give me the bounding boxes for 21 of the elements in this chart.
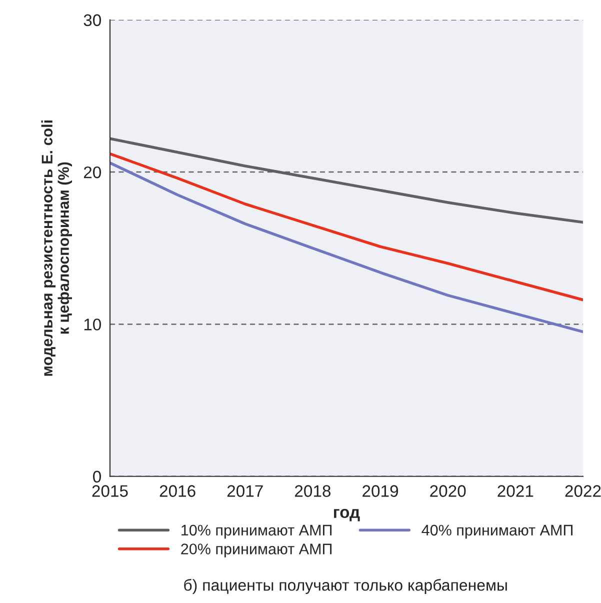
y-tick-label: 20: [84, 166, 101, 178]
line-series: [110, 162, 583, 334]
legend-label: 20% принимают АМП: [181, 544, 332, 558]
y-tick-label: 30: [84, 14, 101, 26]
x-axis-title: год: [334, 508, 360, 522]
text: б) пациенты получают только карбапенемы: [184, 578, 507, 594]
x-tick-label: 2022: [565, 485, 601, 497]
line-series: [110, 137, 583, 224]
legend-label: 10% принимают АМП: [182, 524, 332, 539]
y-tick-label: 10: [84, 318, 101, 330]
x-tick-label: 2017: [227, 485, 263, 497]
x-tick-label: 2021: [498, 485, 534, 497]
x-tick-label: 2015: [92, 485, 128, 497]
line-series: [110, 152, 583, 302]
x-tick-label: 2018: [294, 485, 331, 497]
x-tick-label: 2019: [362, 485, 398, 497]
legend-label: 40% принимают АМП: [422, 524, 572, 539]
x-tick-label: 2020: [430, 485, 466, 497]
y-axis-title: модельная резистентность E. coli к цефалоспоринам (%): [41, 120, 72, 376]
x-tick-label: 2016: [160, 485, 196, 497]
y-tick-label: 0: [93, 470, 101, 483]
